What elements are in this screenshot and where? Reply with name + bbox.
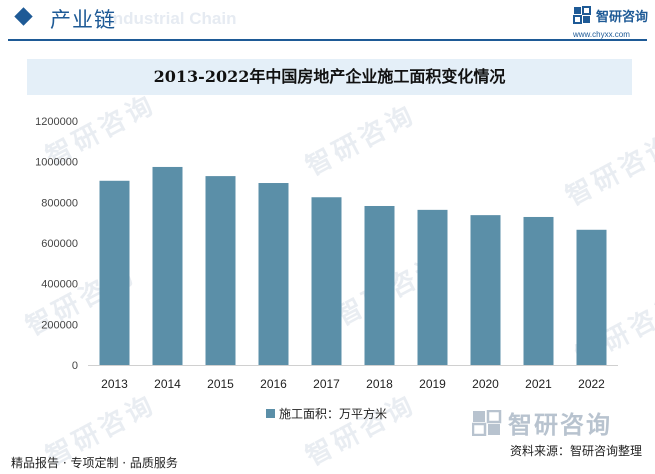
bar-2022 [576, 229, 607, 365]
header-background-text: Industrial Chain [108, 9, 237, 28]
chart-legend: 施工面积：万平方米 [266, 405, 387, 422]
bar-2018 [364, 205, 395, 365]
y-tick-label: 1200000 [35, 116, 78, 128]
bar-2014 [152, 166, 183, 365]
y-tick-label: 600000 [41, 238, 78, 250]
bar-2016 [258, 183, 289, 365]
x-tick-label: 2015 [207, 377, 234, 391]
bar-2015 [205, 176, 236, 365]
legend-swatch [266, 409, 275, 418]
bar-chart: 0 200000 400000 600000 800000 1000000 1200000 2… [35, 116, 618, 391]
data-source: 资料来源：智研咨询整理 [510, 444, 643, 458]
chart-title: 2013-2022年中国房地产企业施工面积变化情况 [27, 59, 632, 95]
section-title: 产业链 [50, 8, 116, 32]
legend-label: 施工面积：万平方米 [279, 407, 388, 421]
footer-brand: 智研咨询 [508, 411, 612, 439]
x-tick-label: 2019 [419, 377, 446, 391]
section-header: Industrial Chain 产业链 智研咨询 www.chyxx.com [0, 0, 655, 44]
bar-2017 [311, 197, 342, 365]
y-tick-label: 800000 [41, 197, 78, 209]
y-tick-label: 0 [72, 360, 78, 372]
brand-logo-icon [573, 6, 591, 24]
brand-url[interactable]: www.chyxx.com [573, 30, 630, 39]
x-tick-label: 2017 [313, 377, 340, 391]
x-tick-label: 2018 [366, 377, 393, 391]
footer-tagline: 精品报告 · 专项定制 · 品质服务 [11, 456, 178, 470]
diamond-icon [14, 7, 33, 26]
header-divider [8, 39, 647, 41]
brand-name: 智研咨询 [596, 10, 649, 25]
bar-2019 [417, 209, 448, 365]
footer-logo-icon [472, 410, 502, 436]
x-tick-label: 2016 [260, 377, 287, 391]
y-tick-label: 200000 [41, 319, 78, 331]
bar-2021 [523, 216, 554, 365]
bar-2020 [470, 215, 501, 365]
y-tick-label: 1000000 [35, 157, 78, 169]
x-tick-label: 2021 [525, 377, 552, 391]
x-tick-label: 2013 [101, 377, 128, 391]
x-tick-label: 2022 [578, 377, 605, 391]
x-tick-label: 2014 [154, 377, 181, 391]
x-tick-label: 2020 [472, 377, 499, 391]
y-tick-label: 400000 [41, 279, 78, 291]
bar-2013 [99, 180, 130, 365]
